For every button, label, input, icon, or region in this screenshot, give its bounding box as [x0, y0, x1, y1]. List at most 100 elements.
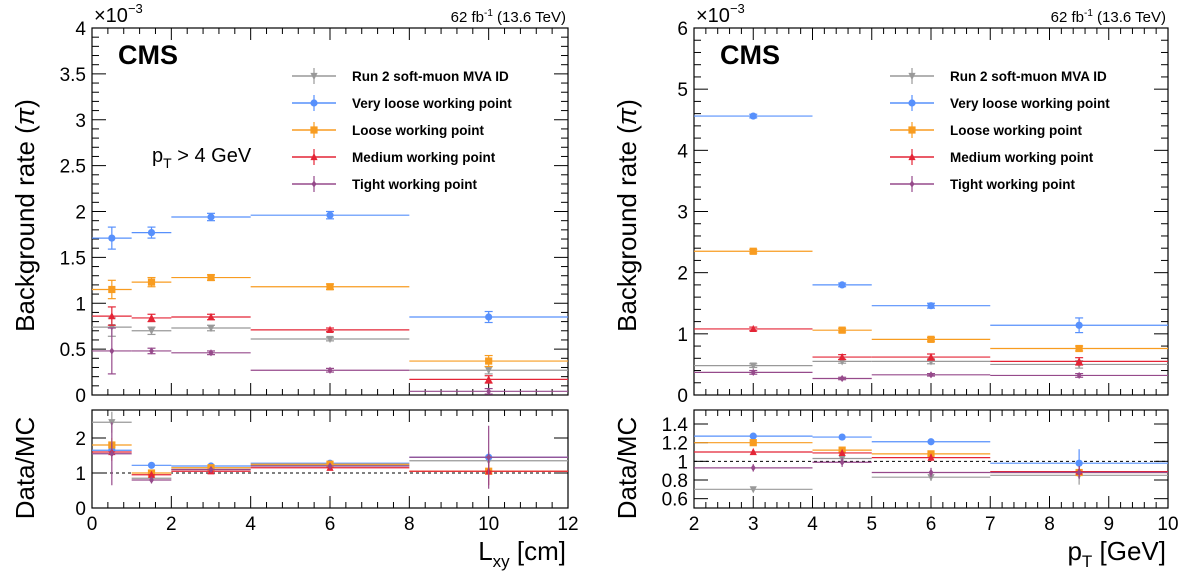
x-tick-label: 0: [87, 514, 98, 535]
legend-marker: [310, 99, 318, 107]
series-3: [92, 306, 568, 486]
legend-entry: Tight working point: [890, 176, 1075, 192]
annotation-subscript: T: [163, 155, 172, 171]
y-tick-label: 1.5: [60, 248, 86, 269]
lumi-energy: (13.6 TeV): [493, 9, 566, 26]
data-point: [326, 211, 334, 219]
ratio-point: [148, 476, 155, 484]
ratio-plot-frame: [91, 409, 569, 509]
y-tick-label: 3: [677, 203, 688, 224]
data-point: [147, 327, 156, 335]
data-point: [109, 347, 115, 355]
ratio-y-tick-label: 1.2: [662, 434, 688, 455]
data-point: [928, 371, 934, 379]
series-0: [694, 358, 1168, 494]
x-axis-title: Lxy [cm]: [478, 536, 566, 571]
ratio-point: [749, 486, 757, 494]
legend-entry: Very loose working point: [292, 95, 512, 111]
data-point: [207, 324, 215, 333]
ratio-point: [927, 474, 935, 482]
y-tick-label: 1: [75, 294, 86, 315]
x-tick-label: 4: [245, 514, 256, 535]
y-tick-label: 0.5: [60, 340, 86, 361]
legend-label: Loose working point: [950, 123, 1082, 138]
ratio-point: [147, 461, 156, 469]
x-tick-label: 9: [1103, 514, 1114, 535]
y-tick-label: 2: [75, 203, 86, 224]
y-tick-label: 0: [75, 386, 86, 407]
ratio-y-tick-label: 0.6: [662, 490, 688, 511]
x-tick-label: 8: [1044, 514, 1055, 535]
y-multiplier-exponent: −3: [128, 1, 143, 16]
annotation-value: > 4 GeV: [172, 145, 252, 167]
x-tick-label: 10: [478, 514, 499, 535]
y-axis-title-text: Background rate (: [10, 125, 40, 332]
y-axis-title-symbol: π: [612, 107, 642, 125]
data-point: [1076, 371, 1082, 380]
ratio-y-tick-label: 2: [75, 429, 86, 450]
ratio-y-tick-label: 1: [75, 464, 86, 485]
legend-entry: Run 2 soft-muon MVA ID: [890, 68, 1107, 84]
ratio-y-tick-label: 0: [75, 499, 86, 520]
legend-marker: [311, 180, 317, 188]
y-tick-label: 1: [677, 325, 688, 346]
ratio-point: [327, 462, 333, 470]
data-point: [147, 278, 156, 286]
y-tick-label: 3.5: [60, 65, 86, 86]
y-axis-title-close: ): [612, 99, 642, 108]
ratio-point: [109, 450, 115, 458]
y-multiplier-base: ×10: [696, 5, 730, 27]
x-axis-title: pT [GeV]: [1067, 536, 1166, 571]
x-tick-label: 4: [807, 514, 818, 535]
legend-entry: Medium working point: [890, 149, 1094, 165]
legend-label: Run 2 soft-muon MVA ID: [352, 69, 509, 84]
y-axis-title: Background rate (π): [10, 99, 40, 332]
pt-cut-annotation: pT > 4 GeV: [152, 145, 252, 171]
ratio-point: [749, 447, 757, 456]
data-point: [327, 366, 333, 374]
data-point: [927, 302, 935, 310]
legend-marker: [909, 180, 915, 188]
data-point: [749, 247, 757, 255]
x-tick-label: 10: [1157, 514, 1178, 535]
data-point: [485, 367, 493, 375]
data-point: [838, 352, 846, 361]
ratio-point: [208, 465, 214, 474]
x-tick-label: 3: [748, 514, 759, 535]
ratio-point: [927, 453, 935, 461]
lumi-exponent: -1: [1084, 8, 1093, 19]
ratio-point: [928, 468, 934, 477]
data-point: [486, 387, 492, 395]
lumi-label: 62 fb-1 (13.6 TeV): [451, 8, 566, 26]
x-axis-title-text: p: [1067, 536, 1081, 566]
data-point: [108, 311, 116, 320]
y-tick-label: 4: [677, 141, 688, 162]
lumi-energy: (13.6 TeV): [1093, 9, 1166, 26]
x-tick-label: 8: [404, 514, 415, 535]
legend-label: Loose working point: [352, 123, 484, 138]
x-axis-title-subscript: xy: [493, 552, 511, 571]
y-axis-title-text: Background rate (: [612, 125, 642, 332]
ratio-point: [1075, 459, 1083, 467]
y-multiplier-exponent: −3: [730, 1, 745, 16]
x-tick-label: 12: [557, 514, 578, 535]
ratio-point: [749, 439, 757, 447]
data-point: [838, 281, 846, 289]
ratio-point: [838, 448, 846, 457]
data-point: [326, 325, 334, 333]
x-tick-label: 7: [985, 514, 996, 535]
ratio-y-axis-title: Data/MC: [612, 417, 642, 520]
data-point: [749, 362, 757, 370]
data-point: [207, 273, 215, 282]
legend-label: Tight working point: [950, 177, 1075, 192]
x-tick-label: 5: [866, 514, 877, 535]
series-2: [92, 273, 568, 479]
series-4: [694, 368, 1168, 480]
series-1: [694, 112, 1168, 478]
annotation-symbol: p: [152, 145, 163, 167]
legend-marker: [310, 72, 318, 81]
series-3: [694, 324, 1168, 478]
ratio-point: [147, 470, 156, 478]
y-axis-title: Background rate (π): [612, 99, 642, 332]
